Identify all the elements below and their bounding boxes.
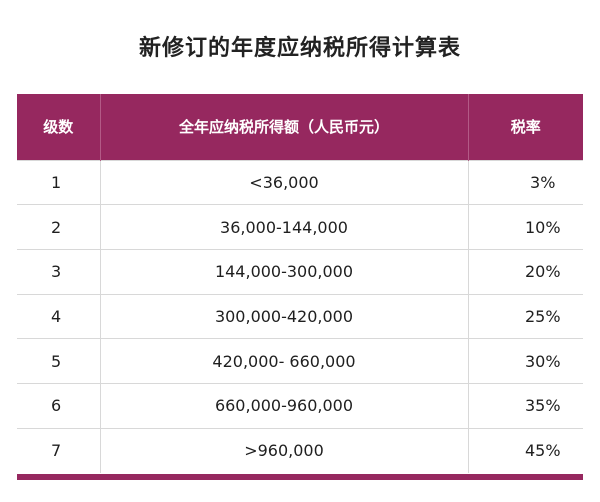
header-row: 级数 全年应纳税所得额（人民币元） 税率: [17, 94, 583, 160]
table-body: 1 <36,000 3% 2 36,000-144,000 10% 3 144,…: [17, 159, 583, 473]
table-row: 7 >960,000 45%: [17, 427, 583, 473]
income-range-cell: 300,000-420,000: [99, 293, 468, 339]
income-range-cell: 420,000- 660,000: [99, 338, 468, 384]
tax-rate-cell: 10%: [467, 204, 583, 250]
tax-rate-cell: 30%: [467, 338, 583, 384]
income-range-cell: 36,000-144,000: [99, 204, 468, 250]
tax-rate-table: 级数 全年应纳税所得额（人民币元） 税率 1 <36,000 3% 2 36,0…: [17, 94, 583, 473]
level-cell: 5: [17, 338, 100, 384]
income-range-cell: 660,000-960,000: [99, 382, 468, 429]
table-row: 6 660,000-960,000 35%: [17, 382, 583, 429]
table-row: 5 420,000- 660,000 30%: [17, 338, 583, 384]
level-cell: 4: [17, 293, 100, 339]
header-level: 级数: [17, 94, 100, 160]
level-cell: 2: [17, 204, 100, 250]
tax-rate-cell: 20%: [467, 248, 583, 295]
table-header: 级数 全年应纳税所得额（人民币元） 税率: [17, 94, 583, 160]
table-row: 3 144,000-300,000 20%: [17, 248, 583, 295]
level-cell: 1: [17, 159, 100, 205]
table-row: 1 <36,000 3%: [17, 159, 583, 205]
income-range-cell: <36,000: [99, 159, 468, 205]
tax-rate-cell: 25%: [467, 293, 583, 339]
table-row: 4 300,000-420,000 25%: [17, 293, 583, 339]
page-title: 新修订的年度应纳税所得计算表: [138, 36, 461, 61]
table-row: 2 36,000-144,000 10%: [17, 204, 583, 250]
tax-rate-cell: 3%: [467, 159, 583, 205]
tax-rate-cell: 45%: [467, 427, 583, 473]
level-cell: 6: [17, 382, 100, 429]
header-income-range: 全年应纳税所得额（人民币元）: [99, 94, 468, 160]
table-bottom-bar: [17, 474, 583, 480]
level-cell: 7: [17, 427, 100, 473]
income-range-cell: 144,000-300,000: [99, 248, 468, 295]
tax-rate-cell: 35%: [467, 382, 583, 429]
level-cell: 3: [17, 248, 100, 295]
tax-table-container: 级数 全年应纳税所得额（人民币元） 税率 1 <36,000 3% 2 36,0…: [17, 94, 583, 473]
header-tax-rate: 税率: [467, 94, 583, 160]
income-range-cell: >960,000: [99, 427, 468, 473]
